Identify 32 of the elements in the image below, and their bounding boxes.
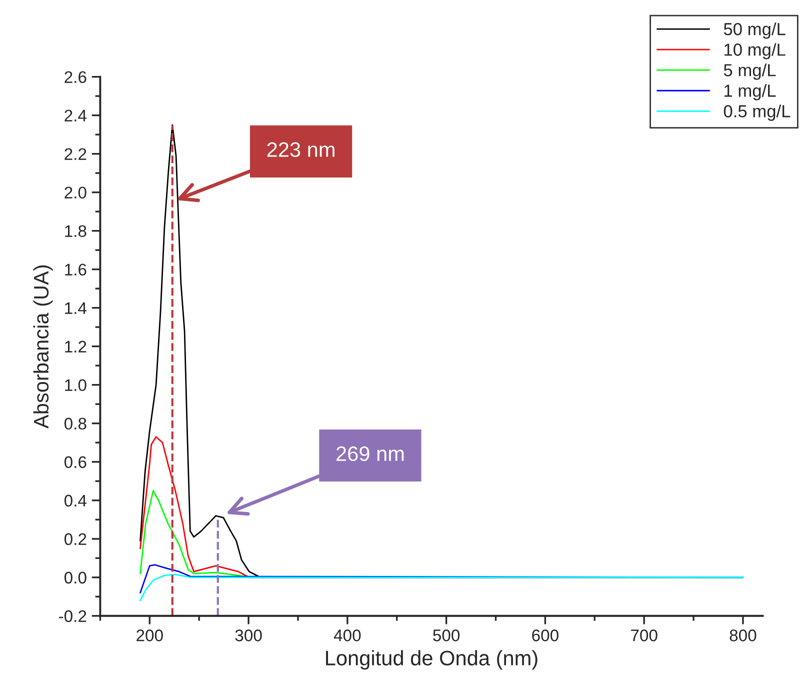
legend-label: 0.5 mg/L xyxy=(724,104,790,121)
y-tick-label: 1.6 xyxy=(65,264,86,276)
x-tick-label: 400 xyxy=(334,630,361,642)
y-axis-title: Absorbancia (UA) xyxy=(33,265,53,429)
x-tick-label: 600 xyxy=(532,630,558,642)
legend-label: 10 mg/L xyxy=(724,43,786,60)
y-tick-label: 2.2 xyxy=(64,148,86,160)
x-tick-label: 200 xyxy=(136,630,163,642)
x-tick-label: 700 xyxy=(631,630,658,642)
x-axis-title: Longitud de Onda (nm) xyxy=(326,650,538,670)
y-tick-label: 0.8 xyxy=(64,418,86,430)
x-tick-label: 500 xyxy=(433,630,460,642)
y-tick-label: 0.0 xyxy=(64,572,86,584)
y-tick-label: 0.6 xyxy=(64,456,86,468)
legend-label: 5 mg/L xyxy=(724,64,776,80)
x-tick-label: 800 xyxy=(730,630,756,642)
y-tick-label: 0.2 xyxy=(64,533,86,546)
y-tick-label: 1.4 xyxy=(65,302,87,314)
y-tick-label: 1.0 xyxy=(65,379,86,392)
y-tick-label: 2.0 xyxy=(64,186,86,199)
line-series xyxy=(140,574,744,602)
legend-label: 50 mg/L xyxy=(724,22,786,39)
y-tick-label: 2.4 xyxy=(64,110,87,122)
annotation: 223 nm xyxy=(267,142,334,158)
y-tick-label: 0.4 xyxy=(64,494,87,507)
y-tick-label: 2.6 xyxy=(64,71,86,84)
legend-label: 1 mg/L xyxy=(724,84,776,100)
x-tick-label: 300 xyxy=(235,630,262,642)
y-tick-label: 1.8 xyxy=(65,225,86,238)
annotation: 269 nm xyxy=(336,446,404,462)
y-tick-label: -0.2 xyxy=(59,610,86,622)
y-tick-label: 1.2 xyxy=(65,340,86,352)
